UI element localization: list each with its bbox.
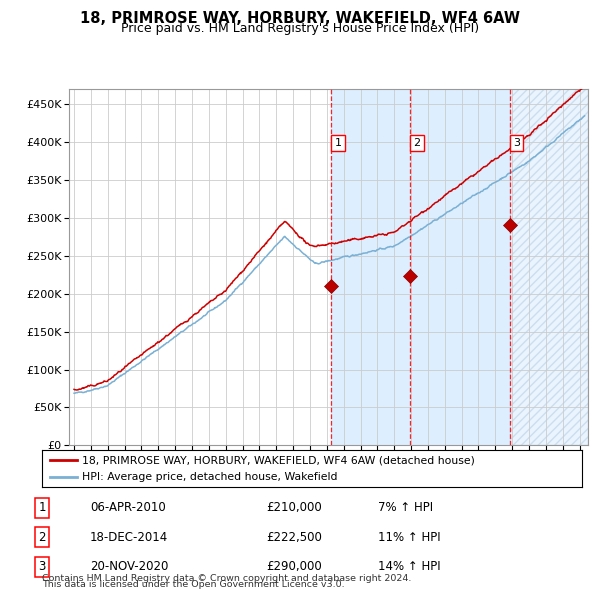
Bar <box>331 88 511 445</box>
Text: 20-NOV-2020: 20-NOV-2020 <box>90 560 169 573</box>
Text: 18-DEC-2014: 18-DEC-2014 <box>90 530 169 544</box>
Text: 1: 1 <box>334 138 341 148</box>
Text: 18, PRIMROSE WAY, HORBURY, WAKEFIELD, WF4 6AW: 18, PRIMROSE WAY, HORBURY, WAKEFIELD, WF… <box>80 11 520 25</box>
Text: 2: 2 <box>38 530 46 544</box>
Text: £222,500: £222,500 <box>266 530 322 544</box>
Text: 18, PRIMROSE WAY, HORBURY, WAKEFIELD, WF4 6AW (detached house): 18, PRIMROSE WAY, HORBURY, WAKEFIELD, WF… <box>83 455 475 465</box>
Text: Price paid vs. HM Land Registry's House Price Index (HPI): Price paid vs. HM Land Registry's House … <box>121 22 479 35</box>
Text: 1: 1 <box>38 501 46 514</box>
Text: 7% ↑ HPI: 7% ↑ HPI <box>379 501 434 514</box>
Text: 3: 3 <box>514 138 520 148</box>
Text: 3: 3 <box>38 560 46 573</box>
Bar <box>511 88 588 445</box>
Text: 2: 2 <box>413 138 421 148</box>
Text: HPI: Average price, detached house, Wakefield: HPI: Average price, detached house, Wake… <box>83 472 338 482</box>
Text: Contains HM Land Registry data © Crown copyright and database right 2024.: Contains HM Land Registry data © Crown c… <box>42 574 412 583</box>
Text: 11% ↑ HPI: 11% ↑ HPI <box>379 530 441 544</box>
Text: 06-APR-2010: 06-APR-2010 <box>90 501 166 514</box>
Text: This data is licensed under the Open Government Licence v3.0.: This data is licensed under the Open Gov… <box>42 581 344 589</box>
Text: £290,000: £290,000 <box>266 560 322 573</box>
Text: 14% ↑ HPI: 14% ↑ HPI <box>379 560 441 573</box>
Text: £210,000: £210,000 <box>266 501 322 514</box>
